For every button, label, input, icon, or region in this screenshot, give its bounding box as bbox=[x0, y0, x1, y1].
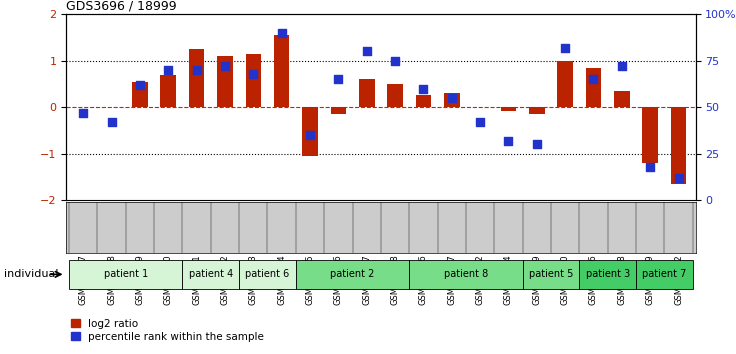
Text: patient 1: patient 1 bbox=[104, 269, 148, 279]
Point bbox=[247, 71, 259, 76]
Bar bbox=[387, 84, 403, 107]
Point bbox=[304, 132, 316, 138]
FancyBboxPatch shape bbox=[183, 260, 239, 289]
Point bbox=[276, 30, 288, 36]
Point bbox=[191, 67, 202, 73]
Text: patient 8: patient 8 bbox=[444, 269, 488, 279]
Point bbox=[333, 76, 344, 82]
FancyBboxPatch shape bbox=[296, 260, 409, 289]
Bar bbox=[160, 75, 176, 107]
Bar bbox=[529, 107, 545, 114]
Point bbox=[587, 76, 599, 82]
FancyBboxPatch shape bbox=[579, 260, 636, 289]
FancyBboxPatch shape bbox=[409, 260, 523, 289]
Bar bbox=[330, 107, 346, 114]
Point bbox=[417, 86, 429, 91]
Point bbox=[673, 175, 684, 181]
Point bbox=[474, 119, 486, 125]
Bar bbox=[444, 93, 459, 107]
Bar bbox=[557, 61, 573, 107]
Text: patient 3: patient 3 bbox=[586, 269, 630, 279]
Bar bbox=[643, 107, 658, 163]
Point bbox=[361, 48, 372, 54]
Bar bbox=[132, 81, 148, 107]
Bar bbox=[614, 91, 629, 107]
FancyBboxPatch shape bbox=[239, 260, 296, 289]
Point bbox=[106, 119, 118, 125]
Text: patient 5: patient 5 bbox=[528, 269, 573, 279]
Bar bbox=[189, 49, 205, 107]
Bar bbox=[500, 107, 516, 111]
Text: individual: individual bbox=[4, 269, 58, 279]
Text: patient 4: patient 4 bbox=[188, 269, 233, 279]
Point bbox=[389, 58, 401, 63]
FancyBboxPatch shape bbox=[69, 260, 183, 289]
Text: patient 6: patient 6 bbox=[245, 269, 290, 279]
Bar bbox=[586, 68, 601, 107]
Text: patient 7: patient 7 bbox=[642, 269, 687, 279]
Point bbox=[77, 110, 89, 115]
Point bbox=[531, 141, 542, 147]
FancyBboxPatch shape bbox=[523, 260, 579, 289]
Point bbox=[616, 63, 628, 69]
Bar bbox=[246, 54, 261, 107]
Point bbox=[163, 67, 174, 73]
Point bbox=[644, 164, 656, 169]
Bar bbox=[302, 107, 318, 156]
Legend: log2 ratio, percentile rank within the sample: log2 ratio, percentile rank within the s… bbox=[71, 319, 264, 342]
Bar bbox=[416, 96, 431, 107]
Point bbox=[503, 138, 514, 143]
FancyBboxPatch shape bbox=[636, 260, 693, 289]
Point bbox=[446, 95, 458, 101]
Bar bbox=[359, 79, 375, 107]
Point bbox=[134, 82, 146, 88]
Text: patient 2: patient 2 bbox=[330, 269, 375, 279]
Bar bbox=[217, 56, 233, 107]
Text: GDS3696 / 18999: GDS3696 / 18999 bbox=[66, 0, 177, 13]
Point bbox=[559, 45, 571, 50]
Point bbox=[219, 63, 231, 69]
Bar bbox=[274, 35, 289, 107]
Bar bbox=[670, 107, 686, 184]
